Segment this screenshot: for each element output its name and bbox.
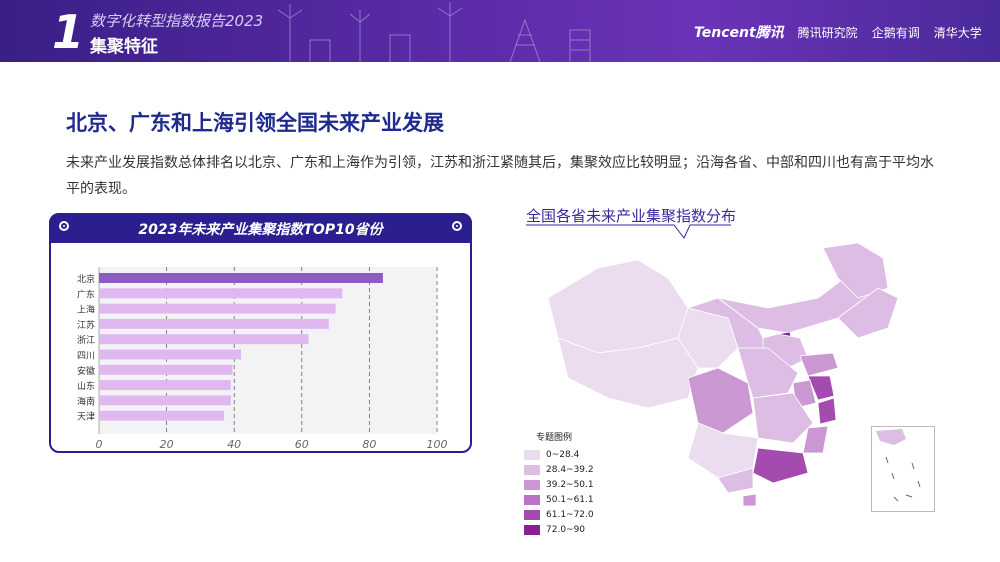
partner-logos: Tencent腾讯 腾讯研究院 企鹅有调 清华大学 — [694, 22, 982, 42]
legend-label: 28.4~39.2 — [546, 464, 594, 475]
legend-item: 50.1~61.1 — [524, 492, 594, 507]
south-china-sea-inset — [871, 426, 935, 512]
chart-panel: 2023年未来产业集聚指数TOP10省份 0 20 40 60 80 100 北京广东上海江… — [49, 213, 472, 453]
legend-item: 72.0~90 — [524, 522, 594, 537]
legend-swatch — [524, 524, 540, 535]
right-dot-icon — [452, 221, 462, 231]
x-tick-label: 80 — [362, 438, 376, 451]
bar — [99, 288, 343, 299]
y-category-label: 上海 — [77, 304, 95, 316]
map-region-xinjiang — [547, 259, 689, 354]
tencent-logo: Tencent腾讯 — [694, 25, 784, 41]
y-category-label: 浙江 — [77, 334, 95, 346]
y-category-label: 海南 — [77, 395, 95, 407]
map-region-guangdong — [752, 447, 809, 484]
page-description: 未来产业发展指数总体排名以北京、广东和上海作为引领，江苏和浙江紧随其后，集聚效应… — [66, 155, 934, 197]
bar — [99, 364, 233, 375]
legend-label: 0~28.4 — [546, 449, 580, 460]
legend-item: 28.4~39.2 — [524, 462, 594, 477]
map-region-shaanxi-henan — [737, 347, 799, 399]
chart-title: 2023年未来产业集聚指数TOP10省份 — [138, 222, 383, 238]
section-number: 1 — [52, 5, 85, 59]
legend-label: 39.2~50.1 — [546, 479, 594, 490]
map-region-zhejiang — [817, 397, 837, 425]
bar — [99, 395, 231, 406]
map-region-jiangsu — [807, 375, 835, 401]
y-category-label: 北京 — [77, 273, 95, 285]
legend-item: 61.1~72.0 — [524, 507, 594, 522]
legend-swatch — [524, 449, 540, 460]
bar — [99, 318, 329, 329]
x-tick-label: 0 — [96, 438, 103, 451]
map-region-guangxi — [717, 467, 754, 494]
legend-label: 50.1~61.1 — [546, 494, 594, 505]
wind-turbine-decoration-icon — [277, 2, 591, 62]
map-region-heilongjiang — [822, 242, 889, 299]
bar — [99, 410, 225, 421]
legend-title: 专题图例 — [536, 433, 573, 443]
map-region-jilin-liaoning — [837, 287, 899, 339]
left-dot-icon — [59, 221, 69, 231]
legend-swatch — [524, 479, 540, 490]
tencent-research-logo: 腾讯研究院 — [797, 25, 858, 40]
legend-swatch — [524, 509, 540, 520]
map-title: 全国各省未来产业集聚指数分布 — [526, 207, 737, 225]
y-category-label: 安徽 — [77, 365, 95, 377]
y-category-label: 江苏 — [77, 319, 95, 331]
x-tick-label: 100 — [427, 438, 448, 451]
china-map — [547, 242, 899, 507]
legend-label: 61.1~72.0 — [546, 509, 594, 520]
legend-swatch — [524, 494, 540, 505]
y-category-label: 天津 — [77, 412, 95, 423]
map-title-underline — [526, 224, 731, 239]
section-title: 集聚特征 — [90, 37, 158, 57]
tsinghua-logo: 清华大学 — [933, 25, 982, 40]
map-region-shandong — [799, 352, 839, 377]
south-china-sea-icon — [876, 429, 921, 502]
x-tick-label: 20 — [160, 438, 174, 451]
map-region-fujian — [802, 425, 829, 454]
x-tick-label: 60 — [295, 438, 309, 451]
report-title: 数字化转型指数报告2023 — [90, 12, 264, 30]
bar — [99, 273, 383, 283]
y-category-label: 山东 — [77, 380, 95, 392]
map-region-central — [752, 392, 814, 444]
legend-item: 0~28.4 — [524, 447, 594, 462]
bar — [99, 349, 241, 360]
y-category-label: 广东 — [77, 288, 95, 300]
legend-swatch — [524, 464, 540, 475]
map-legend: 专题图例 0~28.4 28.4~39.2 39.2~50.1 50.1~61.… — [524, 430, 594, 537]
legend-item: 39.2~50.1 — [524, 477, 594, 492]
chart-panel-header: 2023年未来产业集聚指数TOP10省份 — [49, 213, 472, 243]
x-tick-label: 40 — [227, 438, 241, 451]
y-category-label: 四川 — [77, 352, 95, 362]
header-banner: 1 数字化转型指数报告2023 集聚特征 Tencent腾讯 腾讯研究院 企鹅有… — [0, 0, 1000, 62]
map-region-hainan — [742, 493, 757, 507]
bar — [99, 303, 336, 314]
penguin-survey-logo: 企鹅有调 — [871, 25, 920, 40]
legend-label: 72.0~90 — [546, 524, 586, 535]
bar — [99, 380, 231, 391]
bar — [99, 334, 309, 345]
page-title: 北京、广东和上海引领全国未来产业发展 — [66, 111, 444, 135]
